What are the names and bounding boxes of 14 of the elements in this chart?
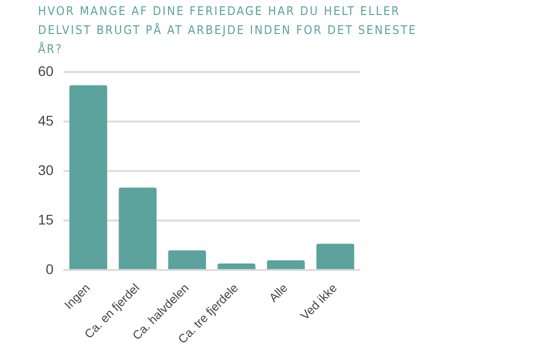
bar <box>266 260 305 270</box>
bar <box>69 85 108 270</box>
y-tick-label: 0 <box>46 261 54 278</box>
x-tick-label: Ved ikke <box>298 280 340 323</box>
y-tick-label: 45 <box>38 112 54 128</box>
y-tick-label: 60 <box>38 62 54 79</box>
x-tick-label: Alle <box>266 280 291 305</box>
bar <box>168 250 206 270</box>
y-tick-label: 15 <box>38 211 54 228</box>
bar <box>218 264 256 270</box>
bar <box>118 188 157 270</box>
y-tick-label: 30 <box>38 162 54 178</box>
chart-title: HVOR MANGE AF DINE FERIEDAGE HAR DU HELT ELLER DELVIST BRUGT PÅ AT ARBEJDE INDEN FOR DET SENESTE ÅR? <box>38 3 418 58</box>
bar <box>316 244 354 270</box>
